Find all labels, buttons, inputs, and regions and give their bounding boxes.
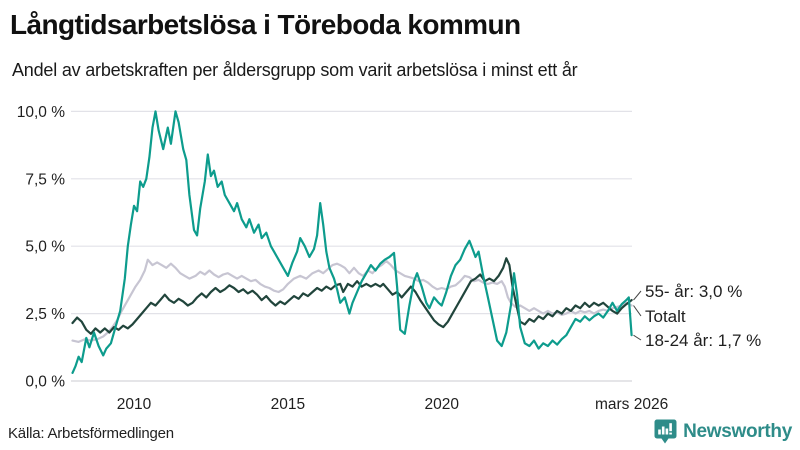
annotation-connector [633,334,642,341]
y-tick-label: 2,5 % [25,306,65,323]
footer: Källa: Arbetsförmedlingen Newsworthy [0,416,800,450]
x-tick-label: 2015 [271,396,305,413]
y-tick-label: 7,5 % [25,171,65,188]
series-line-totalt [71,258,633,343]
y-tick-label: 0,0 % [25,374,65,391]
brand-name: Newsworthy [683,421,792,442]
x-tick-label: 2020 [424,396,459,413]
chart-title: Långtidsarbetslösa i Töreboda kommun [10,9,521,40]
series-end-label: 55- år: 3,0 % [645,282,742,301]
newsworthy-logo: Newsworthy [654,419,792,445]
source-note: Källa: Arbetsförmedlingen [8,425,174,442]
annotation-connector [633,290,642,301]
series-end-label: Totalt [645,307,686,326]
x-tick-label: mars 2026 [595,396,668,413]
x-tick-label: 2010 [117,396,152,413]
series-end-label: 18-24 år: 1,7 % [645,331,761,350]
series-line-18-24-r [71,110,633,374]
chart-subtitle: Andel av arbetskraften per åldersgrupp s… [12,60,578,80]
series-line-55-r [71,257,633,335]
y-tick-label: 10,0 % [17,104,65,121]
y-tick-label: 5,0 % [25,239,65,256]
annotation-connector [633,305,642,317]
newsworthy-logo-icon [654,419,677,444]
